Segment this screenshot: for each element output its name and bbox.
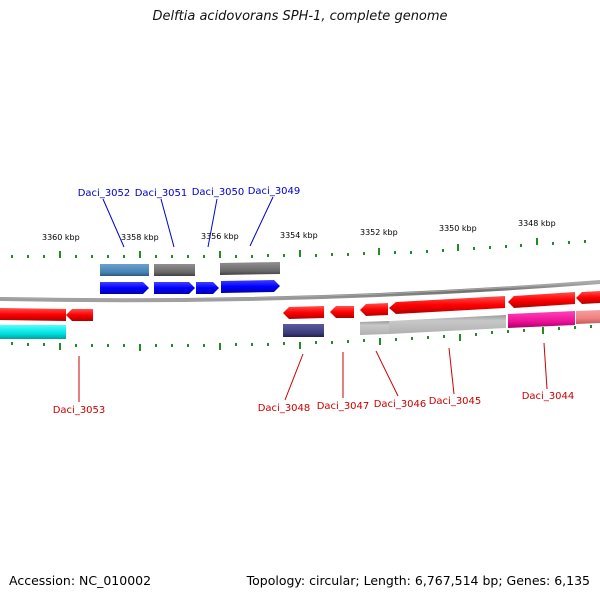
gene-arrow-daci-3046[interactable] (360, 303, 388, 316)
gene-label-daci-3053[interactable]: Daci_3053 (53, 405, 106, 416)
upper-scale-ticks (11, 238, 586, 258)
scale-label: 3350 kbp (439, 224, 477, 233)
feature-box (508, 311, 575, 328)
accession-label: Accession: NC_010002 (9, 573, 152, 588)
gene-arrow-daci-3044[interactable] (508, 292, 575, 308)
scale-label: 3360 kbp (42, 233, 80, 242)
gene-label-daci-3048[interactable]: Daci_3048 (258, 403, 311, 414)
gene-arrow-daci-3048[interactable] (283, 306, 324, 319)
gene-arrow[interactable] (66, 309, 93, 321)
gene-arrow-daci-3051[interactable] (154, 282, 195, 294)
gene-arrow-daci-3052[interactable] (100, 282, 149, 294)
feature-box (576, 310, 600, 324)
genome-title: Delftia acidovorans SPH-1, complete geno… (152, 9, 448, 24)
feature-box (360, 321, 389, 335)
gene-label-daci-3046[interactable]: Daci_3046 (374, 399, 427, 410)
scale-label: 3356 kbp (201, 232, 239, 241)
gene-label-daci-3047[interactable]: Daci_3047 (317, 401, 370, 412)
lower-scale-ticks (11, 325, 592, 351)
genome-backbone (0, 280, 600, 303)
gene-label-daci-3051[interactable]: Daci_3051 (135, 188, 188, 199)
scale-label: 3352 kbp (360, 228, 398, 237)
gene-arrow-daci-3050[interactable] (196, 282, 219, 294)
gene-label-daci-3049[interactable]: Daci_3049 (248, 186, 301, 197)
scale-label: 3358 kbp (121, 233, 159, 242)
feature-box (154, 264, 195, 276)
gene-arrow[interactable] (576, 291, 600, 304)
scale-label: 3354 kbp (280, 231, 318, 240)
feature-box (283, 324, 324, 337)
gene-arrow-daci-3047[interactable] (330, 306, 354, 318)
gene-arrow-daci-3045[interactable] (389, 296, 505, 314)
scale-label: 3348 kbp (518, 219, 556, 228)
feature-box (389, 315, 506, 334)
gene-arrow-daci-3053[interactable] (0, 308, 66, 321)
gene-label-daci-3052[interactable]: Daci_3052 (78, 188, 131, 199)
feature-box (100, 264, 149, 276)
topology-label: Topology: circular; Length: 6,767,514 bp… (246, 573, 590, 588)
gene-arrow-daci-3049[interactable] (221, 280, 280, 293)
gene-label-daci-3045[interactable]: Daci_3045 (429, 396, 482, 407)
feature-box (0, 325, 66, 339)
feature-box (220, 262, 280, 275)
gene-label-daci-3044[interactable]: Daci_3044 (522, 391, 575, 402)
gene-label-daci-3050[interactable]: Daci_3050 (192, 187, 245, 198)
